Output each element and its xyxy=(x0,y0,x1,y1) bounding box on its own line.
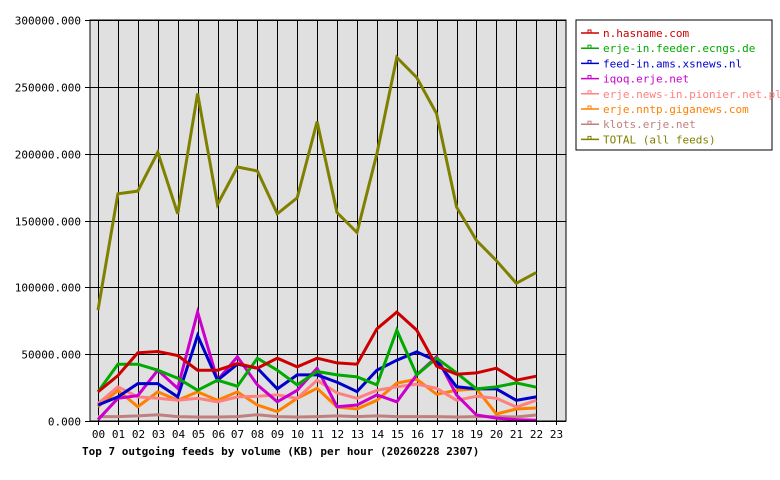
legend-marker-icon xyxy=(587,105,592,110)
legend-label: TOTAL (all feeds) xyxy=(603,133,716,146)
x-tick-label: 00 xyxy=(92,428,105,441)
legend-marker-icon xyxy=(587,90,592,95)
y-tick-label: 250000.000 xyxy=(15,82,81,95)
legend-label: n.hasname.com xyxy=(603,27,689,40)
x-axis-ticks: 00 01 02 03 04 05 06 07 08 09 10 11 12 13 14 15 16 17 18 19… xyxy=(92,428,563,441)
legend-marker-icon xyxy=(587,29,592,34)
x-tick-label: 12 xyxy=(331,428,344,441)
y-tick-label: 200000.000 xyxy=(15,149,81,162)
x-tick-label: 15 xyxy=(391,428,404,441)
x-tick-label: 06 xyxy=(212,428,225,441)
series-line xyxy=(96,306,537,422)
x-tick-label: 03 xyxy=(152,428,165,441)
x-tick-label: 18 xyxy=(451,428,464,441)
x-tick-label: 19 xyxy=(470,428,483,441)
x-tick-label: 20 xyxy=(490,428,503,441)
x-tick-label: 21 xyxy=(510,428,523,441)
x-tick-label: 08 xyxy=(251,428,264,441)
legend-label: klots.erje.net xyxy=(603,118,696,131)
x-tick-label: 01 xyxy=(112,428,125,441)
plot-border xyxy=(89,19,567,422)
legend-label: erje.news-in.pionier.net.pl xyxy=(603,88,780,101)
series-line xyxy=(97,310,537,394)
series-line xyxy=(97,377,537,416)
x-tick-label: 09 xyxy=(271,428,284,441)
y-tick-label: 150000.000 xyxy=(15,216,81,229)
legend-label: feed-in.ams.xsnews.nl xyxy=(603,57,742,70)
y-tick-label: 50000.000 xyxy=(21,349,81,362)
legend-marker-icon xyxy=(587,120,592,125)
x-tick-label: 13 xyxy=(351,428,364,441)
legend-marker-icon xyxy=(587,59,592,64)
legend-marker-icon xyxy=(587,44,592,49)
x-tick-label: 23 xyxy=(550,428,563,441)
y-axis-ticks: 0.000 50000.000 100000.000 150000.000 200000… xyxy=(15,15,81,429)
x-tick-label: 02 xyxy=(132,428,145,441)
x-tick-label: 10 xyxy=(291,428,304,441)
grid-lines xyxy=(85,20,566,425)
legend-box xyxy=(575,19,773,151)
chart-title: Top 7 outgoing feeds by volume (KB) per … xyxy=(82,445,479,458)
y-tick-label: 300000.000 xyxy=(15,15,81,28)
y-tick-label: 0.000 xyxy=(48,416,81,429)
x-tick-label: 16 xyxy=(411,428,424,441)
series-line xyxy=(98,413,537,419)
series-line xyxy=(96,326,537,393)
series-lines xyxy=(96,54,537,422)
x-tick-label: 17 xyxy=(431,428,444,441)
x-tick-label: 11 xyxy=(311,428,324,441)
x-tick-label: 14 xyxy=(371,428,385,441)
x-tick-label: 04 xyxy=(172,428,186,441)
x-tick-label: 22 xyxy=(530,428,543,441)
series-line xyxy=(97,378,537,409)
legend-label: iqoq.erje.net xyxy=(603,73,689,86)
x-tick-label: 05 xyxy=(192,428,205,441)
legend-label: erje.nntp.giganews.com xyxy=(603,103,749,116)
legend-label: erje-in.feeder.ecngs.de xyxy=(603,42,755,55)
legend: n.hasname.com erje-in.feeder.ecngs.de feed… xyxy=(575,19,780,151)
x-tick-label: 07 xyxy=(231,428,244,441)
y-tick-label: 100000.000 xyxy=(15,282,81,295)
legend-marker-icon xyxy=(587,135,592,140)
series-line xyxy=(97,331,537,407)
series-line xyxy=(96,54,537,311)
legend-marker-icon xyxy=(587,75,592,80)
